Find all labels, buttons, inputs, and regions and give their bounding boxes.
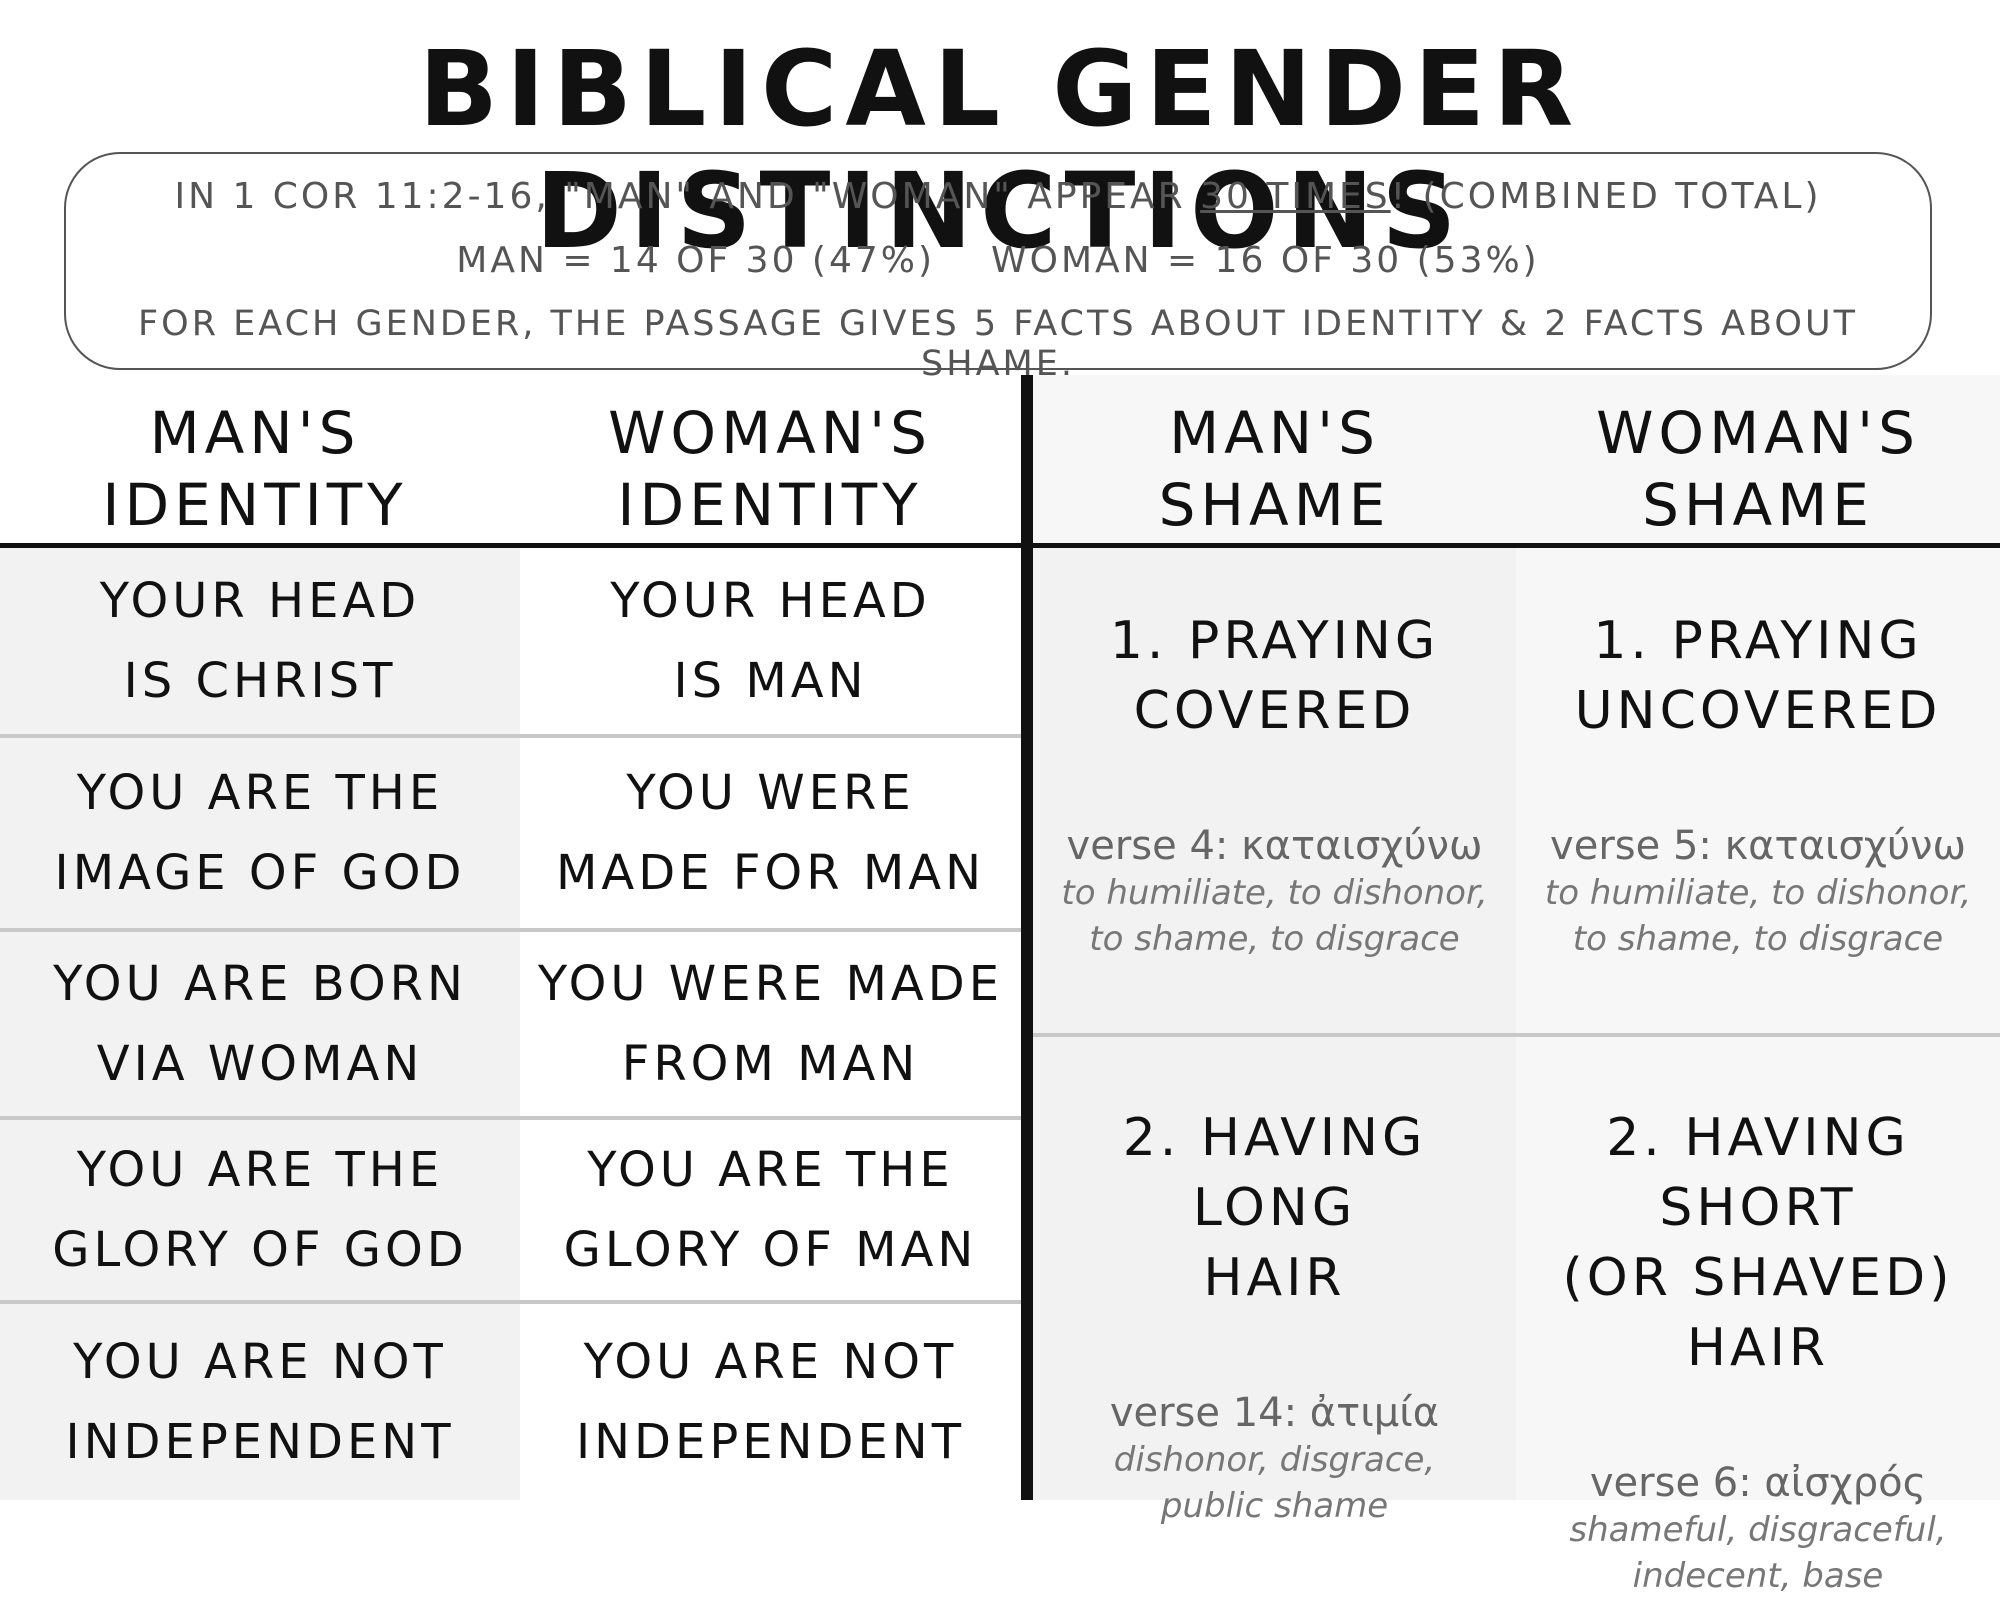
identity-text: VIA WOMAN [96,1036,424,1092]
summary-line-1: IN 1 COR 11:2-16, "MAN" AND "WOMAN" APPE… [66,176,1930,217]
shame-title: COVERED [1133,681,1416,741]
header-man-identity-line2: IDENTITY [102,471,408,539]
shame-title: 1. PRAYING [1109,611,1440,671]
identity-text: GLORY OF MAN [563,1222,978,1278]
header-man-shame: MAN'S SHAME [1033,395,1516,543]
summary-box: IN 1 COR 11:2-16, "MAN" AND "WOMAN" APPE… [64,152,1932,384]
identity-cell: YOUR HEAD IS CHRIST [0,548,520,734]
header-woman-shame: WOMAN'S SHAME [1516,395,2000,543]
header-man-identity-line1: MAN'S [149,399,361,467]
header-woman-shame-line2: SHAME [1642,471,1874,539]
verse-gloss: shameful, disgraceful, [1569,1510,1947,1550]
header-man-shame-line2: SHAME [1158,471,1391,539]
identity-text: INDEPENDENT [575,1414,966,1470]
shame-title: UNCOVERED [1574,681,1942,741]
verse-reference: verse 4: καταισχύνω [1066,823,1483,869]
identity-text: FROM MAN [621,1036,920,1092]
identity-text: YOUR HEAD [99,573,421,629]
identity-text: YOU ARE NOT [583,1334,958,1390]
shame-title: HAIR [1203,1248,1346,1308]
identity-text: YOU WERE MADE [537,956,1004,1012]
header-rule-left [0,543,1021,548]
man-count: MAN = 14 OF 30 (47%) [456,240,936,281]
row-divider [0,928,1021,932]
shame-title: 1. PRAYING [1593,611,1923,671]
header-woman-shame-line1: WOMAN'S [1596,399,1920,467]
summary-line-2: MAN = 14 OF 30 (47%) WOMAN = 16 OF 30 (53… [66,240,1930,281]
identity-text: YOUR HEAD [610,573,931,629]
summary-line-3: FOR EACH GENDER, THE PASSAGE GIVES 5 FAC… [138,304,1858,384]
row-divider [1033,1033,2000,1037]
verse-gloss: to shame, to disgrace [1089,919,1460,959]
shame-title: (OR SHAVED) HAIR [1562,1248,1954,1378]
identity-text: IS CHRIST [123,653,397,709]
header-woman-identity-line2: IDENTITY [617,471,923,539]
identity-cell: YOU WERE MADE FROM MAN [520,932,1021,1116]
identity-cell: YOU ARE NOT INDEPENDENT [0,1304,520,1500]
shame-title: 2. HAVING LONG [1122,1108,1427,1238]
identity-text: YOU ARE THE [76,765,444,821]
shame-header-background [1033,375,2000,543]
identity-cell: YOUR HEAD IS MAN [520,548,1021,734]
shame-cell: 1. PRAYING COVERED verse 4: καταισχύνω t… [1033,548,1516,1033]
summary-total-underlined: 30 TIMES [1200,176,1391,217]
shame-title: 2. HAVING SHORT [1606,1108,1910,1238]
verse-gloss: to shame, to disgrace [1572,919,1944,959]
row-divider [0,734,1021,738]
header-rule-right [1033,543,2000,548]
header-woman-identity: WOMAN'S IDENTITY [520,395,1020,543]
identity-cell: YOU ARE THE GLORY OF MAN [520,1120,1021,1300]
identity-text: YOU ARE THE [587,1142,954,1198]
header-woman-identity-line1: WOMAN'S [608,399,932,467]
identity-cell: YOU ARE NOT INDEPENDENT [520,1304,1021,1500]
identity-text: YOU ARE THE [76,1142,444,1198]
identity-text: INDEPENDENT [65,1414,455,1470]
verse-gloss: to humiliate, to dishonor, [1544,873,1972,913]
identity-text: YOU WERE [626,765,915,821]
verse-reference: verse 5: καταισχύνω [1550,823,1966,869]
header-man-shame-line1: MAN'S [1169,399,1380,467]
verse-gloss: indecent, base [1632,1556,1884,1596]
identity-cell: YOU ARE THE GLORY OF GOD [0,1120,520,1300]
identity-text: GLORY OF GOD [52,1222,468,1278]
identity-cell: YOU ARE THE IMAGE OF GOD [0,738,520,928]
verse-gloss: to humiliate, to dishonor, [1061,873,1488,913]
identity-text: IMAGE OF GOD [54,845,466,901]
identity-cell: YOU WERE MADE FOR MAN [520,738,1021,928]
verse-reference: verse 6: αἰσχρός [1589,1460,1927,1506]
shame-cell: 1. PRAYING UNCOVERED verse 5: καταισχύνω… [1516,548,2000,1033]
verse-gloss: dishonor, disgrace, [1113,1440,1436,1480]
identity-text: YOU ARE BORN [53,956,467,1012]
identity-text: IS MAN [673,653,868,709]
identity-text: MADE FOR MAN [556,845,985,901]
row-divider [0,1300,1021,1304]
verse-reference: verse 14: ἀτιμία [1109,1390,1440,1436]
summary-line-1-prefix: IN 1 COR 11:2-16, "MAN" AND "WOMAN" APPE… [174,176,1201,217]
summary-line-1-suffix: ! (COMBINED TOTAL) [1390,176,1822,217]
page-title: BIBLICAL GENDER DISTINCTIONS [418,28,1582,272]
shame-cell: 2. HAVING LONG HAIR verse 14: ἀτιμία dis… [1033,1037,1516,1526]
row-divider [0,1116,1021,1120]
section-divider [1021,375,1033,1500]
header-man-identity: MAN'S IDENTITY [0,395,510,543]
shame-cell: 2. HAVING SHORT (OR SHAVED) HAIR verse 6… [1516,1037,2000,1596]
identity-text: YOU ARE NOT [73,1334,447,1390]
woman-count: WOMAN = 16 OF 30 (53%) [991,240,1540,281]
verse-gloss: public shame [1160,1486,1389,1526]
identity-cell: YOU ARE BORN VIA WOMAN [0,932,520,1116]
